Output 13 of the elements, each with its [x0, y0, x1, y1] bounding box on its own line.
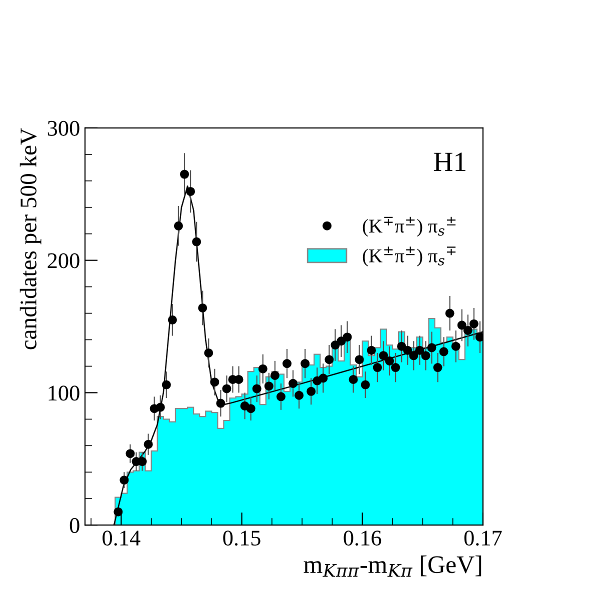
y-tick-label: 300	[48, 120, 80, 136]
y-tick-label: 100	[48, 386, 80, 401]
legend-label: (K$^{∓}$π$^{±}$) π$_{s}$$^{±}$	[362, 216, 456, 237]
y-tick-label: 200	[48, 253, 80, 268]
x-tick-label: 0.14	[102, 530, 140, 546]
x-tick-label: 0.16	[344, 530, 382, 546]
x-tick-label: 0.17	[464, 530, 502, 546]
y-tick-label: 0	[70, 518, 80, 534]
x-axis-title: m$_{Kππ}$-m$_{Kπ}$ [GeV]	[304, 556, 482, 577]
x-tick-label: 0.15	[223, 530, 260, 546]
legend-label: (K$^{±}$π$^{±}$) π$_{s}$$^{∓}$	[362, 246, 456, 266]
annotation: H1	[434, 152, 466, 172]
y-axis-title: candidates per 500 keV	[20, 128, 42, 350]
